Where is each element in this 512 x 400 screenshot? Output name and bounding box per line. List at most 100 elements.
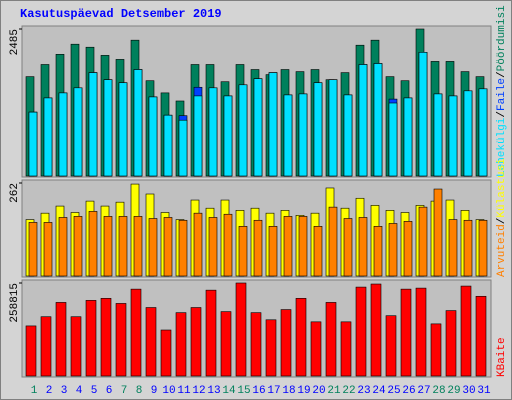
bar — [223, 95, 233, 177]
bar — [208, 217, 218, 277]
bar — [178, 119, 188, 177]
bar — [448, 219, 458, 277]
bar — [190, 307, 202, 377]
bar — [193, 212, 203, 277]
x-tick-label: 26 — [402, 385, 415, 397]
bar — [433, 188, 443, 277]
legend-separator: / — [496, 218, 508, 225]
bar — [253, 78, 263, 177]
bar — [88, 211, 98, 277]
x-tick-label: 19 — [297, 385, 310, 397]
bar — [43, 222, 53, 277]
x-tick-label: 16 — [252, 385, 265, 397]
bar — [70, 316, 82, 377]
bar — [403, 97, 413, 177]
bar — [58, 92, 68, 177]
bar — [310, 321, 322, 377]
bar — [358, 64, 368, 177]
bar — [253, 219, 263, 277]
bar — [280, 309, 292, 377]
x-tick-label: 11 — [177, 385, 191, 397]
bar — [100, 298, 112, 377]
x-tick-label: 31 — [477, 385, 491, 397]
bar — [103, 79, 113, 177]
bar — [208, 87, 218, 177]
x-tick-label: 18 — [282, 385, 295, 397]
bar — [235, 282, 247, 377]
x-tick-label: 10 — [162, 385, 175, 397]
bar — [145, 307, 157, 377]
bar — [478, 88, 488, 177]
x-tick-label: 30 — [462, 385, 475, 397]
bar — [283, 216, 293, 277]
bar — [193, 95, 203, 177]
bar — [250, 312, 262, 377]
bar — [448, 95, 458, 177]
bar — [238, 84, 248, 177]
legend-separator: / — [496, 71, 508, 78]
x-tick-label: 13 — [207, 385, 220, 397]
bar — [73, 87, 83, 177]
bar — [178, 219, 188, 277]
bar — [475, 295, 487, 377]
bar — [463, 90, 473, 177]
bar — [160, 329, 172, 377]
bar — [328, 79, 338, 177]
legend-entry: KBaite — [496, 337, 508, 377]
legend: Arvuteid/Külastusi — [496, 158, 508, 277]
x-tick-label: 17 — [267, 385, 280, 397]
bar — [163, 114, 173, 177]
bar — [430, 323, 442, 377]
bar — [340, 321, 352, 377]
bar — [403, 221, 413, 277]
bar — [58, 217, 68, 277]
bar — [73, 216, 83, 277]
bar — [343, 94, 353, 177]
bar — [343, 218, 353, 277]
x-tick-label: 1 — [31, 385, 38, 397]
bar — [298, 93, 308, 177]
legend: Lehekülgi/Faile/Pöördumisi — [496, 5, 508, 177]
bar — [463, 219, 473, 277]
x-tick-label: 3 — [61, 385, 68, 397]
bar — [385, 315, 397, 377]
bar — [55, 302, 67, 377]
bar — [175, 312, 187, 377]
bar — [283, 94, 293, 177]
chart-title: Kasutuspäevad Detsember 2019 — [20, 7, 222, 21]
bar — [358, 217, 368, 277]
x-tick-label: 20 — [312, 385, 325, 397]
x-tick-label: 4 — [76, 385, 83, 397]
bar — [205, 289, 217, 377]
x-tick-label: 28 — [432, 385, 445, 397]
x-tick-label: 27 — [417, 385, 430, 397]
legend-entry: Arvuteid — [496, 224, 508, 277]
bar — [28, 111, 38, 177]
bar — [355, 286, 367, 377]
bar — [295, 298, 307, 377]
x-tick-label: 7 — [121, 385, 128, 397]
bar — [85, 300, 97, 377]
bar — [25, 325, 37, 377]
bar — [478, 219, 488, 277]
x-tick-label: 5 — [91, 385, 98, 397]
bar — [265, 319, 277, 377]
y-tick-label: 2485 — [9, 29, 21, 55]
bar — [418, 52, 428, 177]
legend-entry: Pöördumisi — [496, 5, 508, 71]
bar — [370, 283, 382, 377]
x-tick-label: 15 — [237, 385, 250, 397]
bar — [418, 206, 428, 277]
bar — [163, 217, 173, 277]
bar — [220, 311, 232, 377]
bar — [238, 226, 248, 277]
bar — [325, 302, 337, 377]
x-tick-label: 24 — [372, 385, 386, 397]
legend-entry: Külastusi — [496, 158, 508, 218]
bar — [433, 93, 443, 177]
x-tick-label: 23 — [357, 385, 370, 397]
bar — [148, 218, 158, 277]
bar — [148, 96, 158, 177]
bar — [133, 216, 143, 277]
